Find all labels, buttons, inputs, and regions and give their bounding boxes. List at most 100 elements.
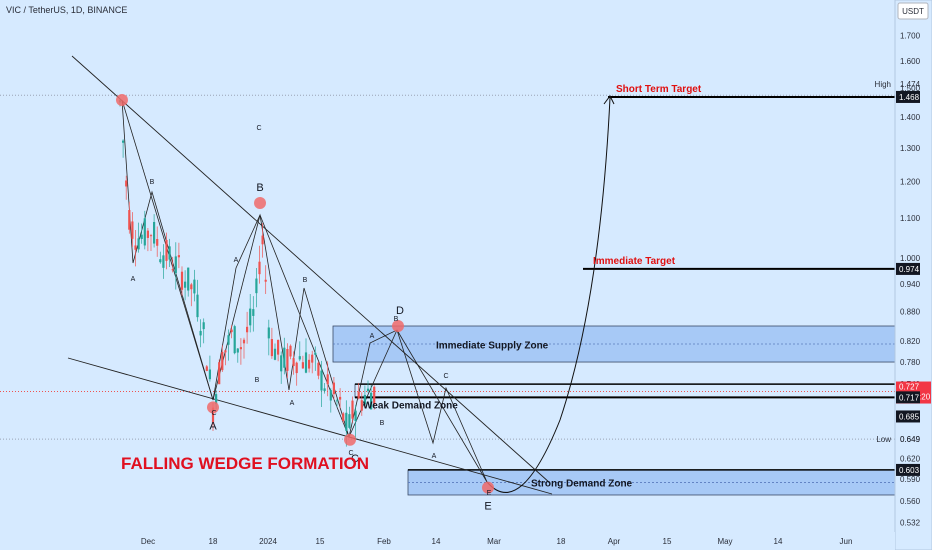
candle-body [326, 374, 329, 385]
wedge-lower-line [67, 357, 553, 495]
wave-leg [396, 329, 488, 483]
candle-body [311, 354, 314, 363]
time-tick-label: 14 [432, 537, 441, 546]
pivot-label-A: A [209, 420, 217, 432]
candle-body [370, 392, 373, 410]
zones-layer [0, 94, 896, 496]
candle-body [190, 284, 193, 290]
candle-body [227, 335, 230, 345]
candle-body [249, 308, 252, 326]
candle-body [323, 388, 326, 391]
candle-body [317, 362, 320, 376]
candle-body [137, 238, 140, 250]
wave-label: B [303, 277, 308, 284]
price-tick-label: 0.620 [900, 454, 921, 463]
time-tick-label: Jun [840, 537, 853, 546]
time-tick-label: Dec [141, 537, 155, 546]
projection-curve [486, 97, 611, 493]
wave-leg [259, 214, 350, 438]
pivot-label-C: C [351, 453, 359, 465]
candle-body [233, 326, 236, 354]
target-label-short: Short Term Target [616, 84, 702, 95]
candle-body [360, 400, 363, 411]
candle-body [125, 180, 128, 187]
wave-label: C [211, 410, 216, 417]
price-tick-label: 1.200 [900, 177, 921, 186]
wave-label: C [256, 125, 261, 132]
candle-body [224, 350, 227, 353]
candle-body [339, 396, 342, 400]
price-axis[interactable]: 1.700 1.600 1.500 1.400 1.300 1.200 1.100 1.000… [875, 0, 932, 550]
badge-value-level-603: 0.603 [899, 466, 920, 475]
candle-body [199, 330, 202, 336]
overlay-layer: Immediate Supply Zone Weak Demand Zone Str… [116, 84, 702, 513]
zone-label-strong-demand: Strong Demand Zone [531, 479, 633, 490]
wave-zigzag [121, 99, 488, 483]
candle-body [180, 271, 184, 290]
price-tick-label: 1.700 [900, 31, 921, 40]
candle-body [146, 230, 149, 238]
badge-short-target [896, 90, 920, 103]
candle-body [174, 256, 177, 274]
candle-body [298, 356, 301, 360]
wave-label: A [234, 257, 239, 264]
badge-caption-low: Low [876, 435, 891, 444]
candle-body [230, 329, 233, 333]
wave-leg [348, 329, 398, 438]
wave-leg [212, 214, 261, 401]
projection-arrowhead [603, 95, 615, 105]
badge-level-603 [896, 463, 920, 476]
candle-body [236, 348, 239, 353]
candle-body [252, 309, 255, 316]
candle-body [273, 348, 277, 360]
candle-body [329, 390, 332, 401]
badge-value-high: 1.474 [900, 80, 921, 89]
candle-body [177, 255, 180, 258]
pivot-marker-start [116, 94, 128, 106]
candle-body [187, 267, 190, 291]
candle-body [314, 352, 317, 355]
price-tick-label: 1.600 [900, 57, 921, 66]
candle-body [261, 235, 264, 245]
candle-body [134, 245, 137, 250]
zone-label-supply: Immediate Supply Zone [436, 341, 549, 352]
currency-button[interactable]: USDT [897, 2, 929, 20]
candle-body [348, 414, 351, 428]
candle-body [342, 413, 345, 421]
candle-body [122, 140, 125, 143]
candle-body [242, 339, 246, 344]
time-tick-label: Mar [487, 537, 501, 546]
candle-body [143, 218, 146, 246]
candle-body [218, 362, 221, 385]
candle-body [295, 362, 298, 374]
candle-body [335, 400, 339, 402]
badge-immediate-target [896, 262, 920, 275]
candle-body [373, 386, 376, 405]
time-tick-label: 18 [557, 537, 566, 546]
badge-level-685 [896, 410, 920, 423]
time-tick-label: 18 [209, 537, 218, 546]
price-tick-label: 1.500 [900, 84, 921, 93]
candle-body [131, 221, 134, 239]
time-tick-label: 14 [774, 537, 783, 546]
badge-value-level-717: 0.717 [899, 393, 920, 402]
price-tick-label: 1.100 [900, 214, 921, 223]
candle-body [196, 294, 199, 318]
price-tick-label: 1.400 [900, 113, 921, 122]
candle-body [277, 339, 280, 355]
badge-value-immediate-target: 0.974 [899, 265, 920, 274]
price-tick-label: 0.532 [900, 518, 921, 527]
candle-body [357, 391, 360, 399]
candle-body [165, 239, 168, 261]
badge-value-level-685: 0.685 [899, 412, 920, 421]
wave-label: B [394, 316, 399, 323]
candle-body [292, 358, 295, 367]
wave-label: B [380, 420, 385, 427]
pivot-marker-E [482, 481, 494, 494]
wave-label: A [370, 333, 375, 340]
time-tick-label: 15 [316, 537, 325, 546]
time-tick-label: 15 [663, 537, 672, 546]
time-tick-label: 2024 [259, 537, 277, 546]
time-axis[interactable]: Dec 18 2024 15 Feb 14 Mar 18 Apr 15 May 14 Jun [0, 532, 895, 550]
